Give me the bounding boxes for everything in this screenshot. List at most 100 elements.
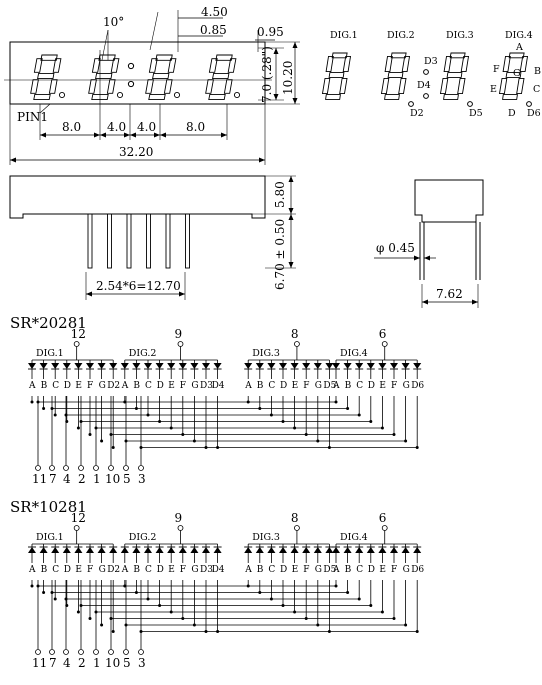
legend-seg-d: D bbox=[508, 108, 516, 119]
digit-pin-number: 9 bbox=[174, 511, 182, 525]
led-diode bbox=[86, 363, 94, 369]
led-diode bbox=[378, 547, 387, 553]
segment-label: F bbox=[180, 565, 186, 575]
led-diode bbox=[202, 363, 210, 369]
dim-4-0-left: 4.0 bbox=[107, 120, 126, 134]
segment-pin-2 bbox=[49, 465, 55, 471]
legend-dp-d4: D4 bbox=[417, 80, 431, 91]
led-diode bbox=[28, 547, 36, 553]
segment-pin-number: 5 bbox=[123, 472, 131, 486]
top-digit-1-dp bbox=[58, 91, 66, 99]
junction-dot bbox=[100, 623, 104, 627]
led-diode bbox=[290, 363, 299, 369]
legend-dig3-label: DIG.3 bbox=[446, 30, 474, 41]
segment-label: G bbox=[191, 381, 198, 391]
segment-label: D bbox=[157, 565, 164, 575]
led-diode bbox=[213, 547, 222, 553]
segment-label: E bbox=[75, 381, 82, 391]
side-pin-5 bbox=[165, 213, 171, 269]
legend-dp-d6: D6 bbox=[527, 108, 541, 119]
junction-dot bbox=[111, 446, 115, 449]
led-diode bbox=[132, 363, 141, 369]
led-diode bbox=[109, 547, 118, 553]
dim-4-0-right: 4.0 bbox=[137, 120, 156, 134]
legend-dp-d5: D5 bbox=[469, 108, 483, 119]
segment-label: D5 bbox=[323, 381, 336, 391]
segment-label: G bbox=[191, 565, 198, 575]
segment-label: F bbox=[303, 565, 309, 575]
segment-label: C bbox=[268, 381, 275, 391]
segment-label: B bbox=[133, 381, 140, 391]
segment-label: G bbox=[99, 565, 106, 575]
legend-digits bbox=[321, 52, 532, 107]
segment-pin-8 bbox=[138, 465, 144, 471]
legend-digit-4 bbox=[498, 52, 529, 100]
segment-pin-number: 5 bbox=[123, 656, 131, 670]
top-digit-4-dp bbox=[233, 91, 241, 99]
segment-pin-4 bbox=[78, 649, 84, 655]
segment-label: D3 bbox=[200, 381, 213, 391]
segment-pin-6 bbox=[108, 649, 114, 655]
segment-label: C bbox=[145, 565, 152, 575]
segment-pin-1 bbox=[35, 649, 41, 655]
segment-pin-3 bbox=[63, 649, 69, 655]
segment-pin-number: 2 bbox=[78, 656, 86, 670]
led-diode bbox=[144, 363, 152, 369]
digit-pin-number: 8 bbox=[291, 511, 299, 525]
legend-dp-d6-dot bbox=[526, 101, 532, 107]
segment-label: C bbox=[145, 381, 152, 391]
segment-label: D4 bbox=[212, 381, 225, 391]
led-diode bbox=[279, 363, 287, 369]
circuit-title: SR*20281 bbox=[10, 314, 87, 332]
angle-dim: 10° bbox=[103, 15, 124, 29]
junction-dot bbox=[65, 420, 69, 423]
segment-pin-7 bbox=[123, 465, 129, 471]
segment-pin-2 bbox=[49, 649, 55, 655]
led-diode bbox=[51, 547, 60, 553]
segment-label: B bbox=[257, 565, 264, 575]
segment-label: D bbox=[280, 565, 287, 575]
segment-label: E bbox=[168, 381, 175, 391]
side-pin-2 bbox=[107, 213, 112, 269]
led-diode bbox=[244, 363, 253, 369]
segment-pin-5 bbox=[93, 649, 99, 655]
digit-pin-number: 6 bbox=[379, 511, 387, 525]
led-diode bbox=[267, 363, 276, 369]
legend-dp-d2-dot bbox=[408, 101, 414, 107]
segment-label: D6 bbox=[411, 381, 424, 391]
led-diode bbox=[279, 547, 287, 553]
segment-pin-number: 2 bbox=[78, 472, 86, 486]
led-diode bbox=[86, 547, 94, 553]
segment-label: B bbox=[345, 565, 352, 575]
pin-diameter-dim: φ 0.45 bbox=[376, 241, 415, 255]
segment-pin-number: 4 bbox=[63, 656, 71, 670]
junction-dot bbox=[53, 597, 57, 601]
segment-label: B bbox=[41, 381, 48, 391]
led-diode bbox=[343, 547, 352, 553]
led-diode bbox=[62, 363, 71, 369]
led-diode bbox=[366, 363, 375, 369]
led-diode bbox=[120, 547, 129, 553]
junction-dot bbox=[30, 400, 34, 404]
digit-label: DIG.2 bbox=[129, 532, 157, 543]
segment-label: E bbox=[75, 565, 82, 575]
segment-label: E bbox=[168, 565, 175, 575]
led-diode bbox=[167, 363, 176, 369]
led-diode bbox=[97, 547, 106, 553]
segment-label: D6 bbox=[411, 565, 424, 575]
junction-dot bbox=[76, 610, 80, 614]
segment-label: C bbox=[268, 565, 275, 575]
segment-label: D2 bbox=[107, 381, 120, 391]
segment-label: A bbox=[244, 381, 252, 391]
dim-0-95: 0.95 bbox=[257, 25, 284, 39]
segment-pin-number: 1 bbox=[93, 656, 101, 670]
led-diode bbox=[401, 547, 410, 553]
segment-label: A bbox=[332, 381, 340, 391]
led-diode bbox=[62, 547, 71, 553]
led-diode bbox=[97, 363, 106, 369]
dim-6-70: 6.70 ± 0.50 bbox=[273, 219, 287, 290]
top-digit-3 bbox=[145, 54, 181, 101]
top-view-digits bbox=[30, 54, 241, 101]
led-diode bbox=[74, 363, 83, 369]
segment-label: F bbox=[180, 381, 186, 391]
